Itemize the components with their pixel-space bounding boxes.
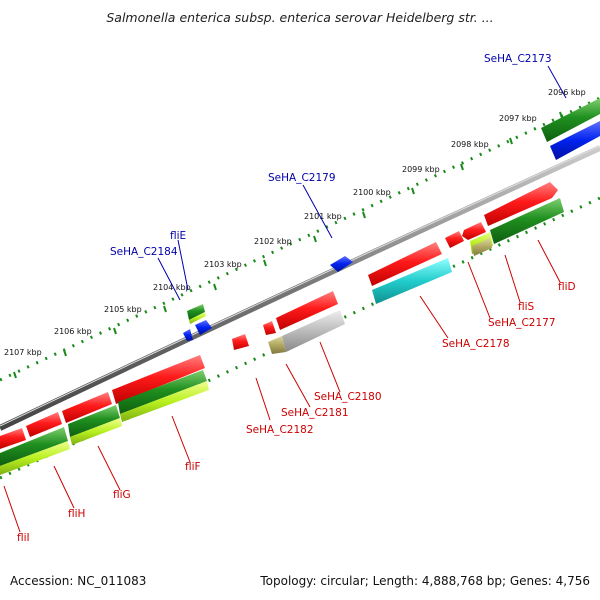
label-sehac2178: SeHA_C2178 [442,338,510,350]
ruler-label: 2098 kbp [451,140,489,149]
map-title: Salmonella enterica subsp. enterica sero… [106,10,494,25]
ruler-major-ticks [13,111,563,379]
ruler-label: 2102 kbp [254,237,292,246]
ruler-tick [313,235,317,243]
ruler-label: 2103 kbp [204,260,242,269]
ruler-label: 2106 kbp [54,327,92,336]
ruler-label: 2104 kbp [153,283,191,292]
ruler-tick [213,283,217,291]
ruler-labels: 2096 kbp 2097 kbp 2098 kbp 2099 kbp 2100 kbp… [4,88,586,357]
ruler-tick [509,137,513,145]
label-sehac2179: SeHA_C2179 [268,172,336,184]
ruler-label: 2099 kbp [402,165,440,174]
label-flid: fliD [558,281,576,293]
gene-blue-c2184-a [195,320,212,335]
ruler-tick [63,349,67,357]
label-sehac2177: SeHA_C2177 [488,317,556,329]
gene-lime-flie [189,312,206,324]
gene-green-top-right [541,98,600,142]
ruler-label: 2107 kbp [4,348,42,357]
ruler-label: 2097 kbp [499,114,537,123]
gene-lime-row [0,232,493,475]
gene-blue-top-right [550,121,600,160]
gene-cyan-c2178 [372,258,452,304]
ruler-tick [163,305,167,313]
gene-olive-c2181 [268,336,286,354]
ruler-tick [13,371,17,379]
gene-red-row-upper [0,182,558,449]
label-flii: fliI [17,532,30,544]
label-flih: fliH [68,508,85,520]
gene-labels: SeHA_C2173 SeHA_C2179 SeHA_C2184 fliE fl… [17,53,576,544]
label-flif: fliF [185,461,201,473]
label-leaders [3,65,567,533]
gene-olive-c2177 [472,238,492,256]
label-sehac2180: SeHA_C2180 [314,391,382,403]
gene-blue-c2184-b [183,329,193,341]
ruler-label: 2096 kbp [548,88,586,97]
ruler-label: 2100 kbp [353,188,391,197]
ruler-track [0,96,600,382]
label-sehac2173: SeHA_C2173 [484,53,552,65]
label-flis: fliS [518,301,535,313]
ruler-tick [460,163,464,171]
label-sehac2181: SeHA_C2181 [281,407,349,419]
label-sehac2184: SeHA_C2184 [110,246,178,258]
gene-grey-c2180 [282,310,345,352]
label-sehac2182: SeHA_C2182 [246,424,314,436]
ruler-label: 2105 kbp [104,305,142,314]
gene-green-row-lower [0,198,564,466]
ruler-tick [411,187,415,195]
ruler-tick [263,259,267,267]
ruler-label: 2101 kbp [304,212,342,221]
accession-text: Accession: NC_011083 [10,574,147,588]
label-flie: fliE [170,230,186,242]
genome-backbone [0,145,600,431]
ruler-tick [113,327,117,335]
ruler-tick [559,111,563,119]
gene-green-flie [187,304,205,320]
gene-blue-c2179 [330,256,353,272]
ruler-tick [362,211,366,219]
label-flig: fliG [113,489,131,501]
summary-text: Topology: circular; Length: 4,888,768 bp… [260,574,590,588]
